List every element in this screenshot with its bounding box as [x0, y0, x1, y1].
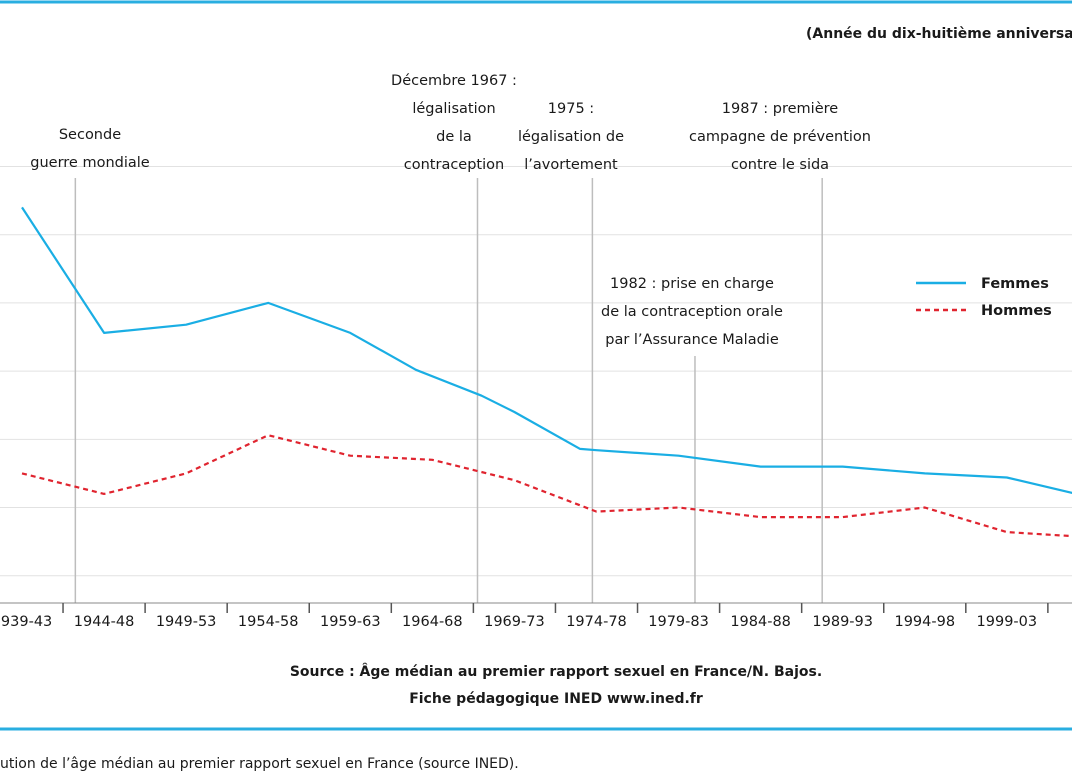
x-tick-label: 1939-43 — [0, 614, 52, 630]
legend-label-femmes: Femmes — [981, 276, 1049, 292]
event-label: contre le sida — [731, 157, 829, 173]
event-label: contraception — [404, 157, 504, 173]
event-label: 1987 : première — [722, 101, 838, 117]
x-tick-label: 1954-58 — [238, 614, 299, 630]
source-line-1: Source : Âge médian au premier rapport s… — [290, 663, 822, 680]
x-tick-label: 1959-63 — [320, 614, 381, 630]
x-tick-label: 1994-98 — [894, 614, 955, 630]
x-axis: 1939-43 1944-48 1949-53 1954-58 1959-63 1964-… — [0, 602, 1072, 630]
series-lines — [21, 206, 1072, 538]
gridlines — [0, 166, 1072, 577]
event-label: Décembre 1967 : — [391, 73, 517, 89]
event-label: campagne de prévention — [689, 129, 871, 145]
event-label: de la contraception orale — [601, 304, 783, 320]
event-markers: Seconde guerre mondiale Décembre 1967 : lég… — [30, 73, 871, 603]
x-tick-label: 1949-53 — [156, 614, 217, 630]
axis-note: (Année du dix-huitième anniversair — [806, 26, 1072, 42]
event-label: de la — [436, 129, 472, 145]
series-line-hommes — [21, 434, 1072, 538]
event-label: légalisation — [412, 101, 495, 117]
series-line-femmes — [21, 206, 1072, 494]
x-tick-label: 1964-68 — [402, 614, 463, 630]
event-label: l’avortement — [524, 157, 618, 173]
event-label: 1975 : — [548, 101, 594, 117]
x-tick-label: 1979-83 — [648, 614, 709, 630]
x-tick-label: 1984-88 — [730, 614, 791, 630]
event-label: par l’Assurance Maladie — [605, 332, 779, 348]
x-tick-label: 1999-03 — [977, 614, 1038, 630]
source-line-2: Fiche pédagogique INED www.ined.fr — [409, 691, 703, 707]
x-tick-label: 1974-78 — [566, 614, 627, 630]
event-label: 1982 : prise en charge — [610, 276, 774, 292]
x-tick-label: 1969-73 — [484, 614, 545, 630]
x-tick-label: 1989-93 — [812, 614, 873, 630]
x-tick-label: 1944-48 — [74, 614, 135, 630]
legend-label-hommes: Hommes — [981, 303, 1052, 319]
legend: Femmes Hommes — [916, 276, 1052, 319]
event-label: guerre mondiale — [30, 155, 150, 171]
event-label: légalisation de — [518, 129, 624, 145]
figure-caption: ution de l’âge médian au premier rapport… — [0, 756, 519, 772]
event-label: Seconde — [59, 127, 121, 143]
